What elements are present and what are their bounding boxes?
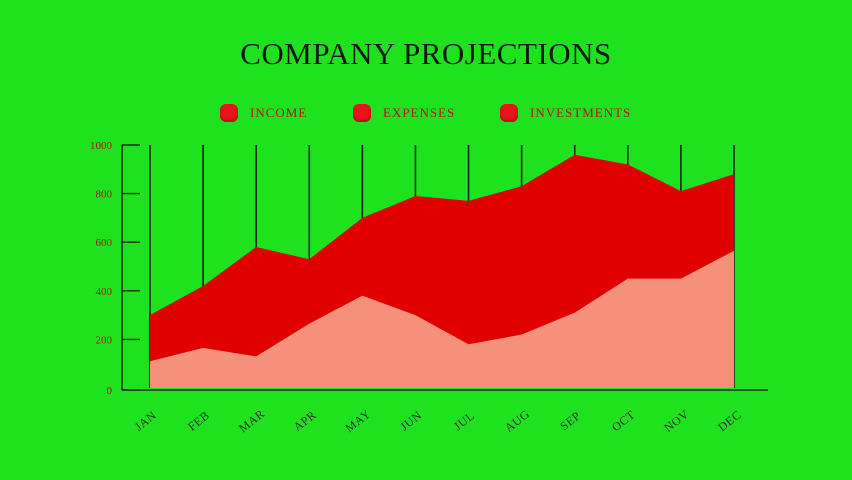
x-tick-label-may: MAY	[342, 407, 373, 436]
x-tick-label-feb: FEB	[185, 408, 212, 434]
y-tick-label-600: 600	[96, 237, 113, 249]
y-tick-label-800: 800	[96, 189, 113, 201]
legend-swatch-investments	[500, 104, 518, 122]
x-tick-label-mar: MAR	[236, 406, 267, 435]
income-area	[150, 250, 734, 388]
x-tick-label-jul: JUL	[451, 409, 477, 434]
legend-label-expenses: EXPENSES	[383, 105, 456, 120]
y-tick-label-1000: 1000	[90, 140, 113, 152]
legend-label-investments: INVESTMENTS	[530, 105, 632, 120]
legend-label-income: INCOME	[250, 105, 308, 120]
x-tick-label-dec: DEC	[715, 407, 744, 434]
x-tick-label-nov: NOV	[661, 407, 691, 435]
legend-item-investments: INVESTMENTS	[500, 104, 631, 122]
x-tick-label-aug: AUG	[502, 407, 532, 435]
legend-item-income: INCOME	[220, 104, 307, 122]
y-tick-label-200: 200	[96, 334, 113, 346]
x-tick-label-oct: OCT	[609, 407, 638, 434]
x-tick-label-jan: JAN	[132, 408, 159, 434]
y-tick-label-0: 0	[107, 385, 113, 397]
x-tick-label-sep: SEP	[557, 409, 583, 434]
legend-swatch-expenses	[353, 104, 371, 122]
chart-title: COMPANY PROJECTIONS	[240, 36, 612, 71]
legend-item-expenses: EXPENSES	[353, 104, 455, 122]
x-tick-label-apr: APR	[291, 408, 319, 434]
y-tick-label-400: 400	[96, 286, 113, 298]
x-tick-label-jun: JUN	[397, 408, 424, 434]
legend-swatch-income	[220, 104, 238, 122]
legend: INCOME EXPENSES INVESTMENTS	[0, 104, 852, 126]
